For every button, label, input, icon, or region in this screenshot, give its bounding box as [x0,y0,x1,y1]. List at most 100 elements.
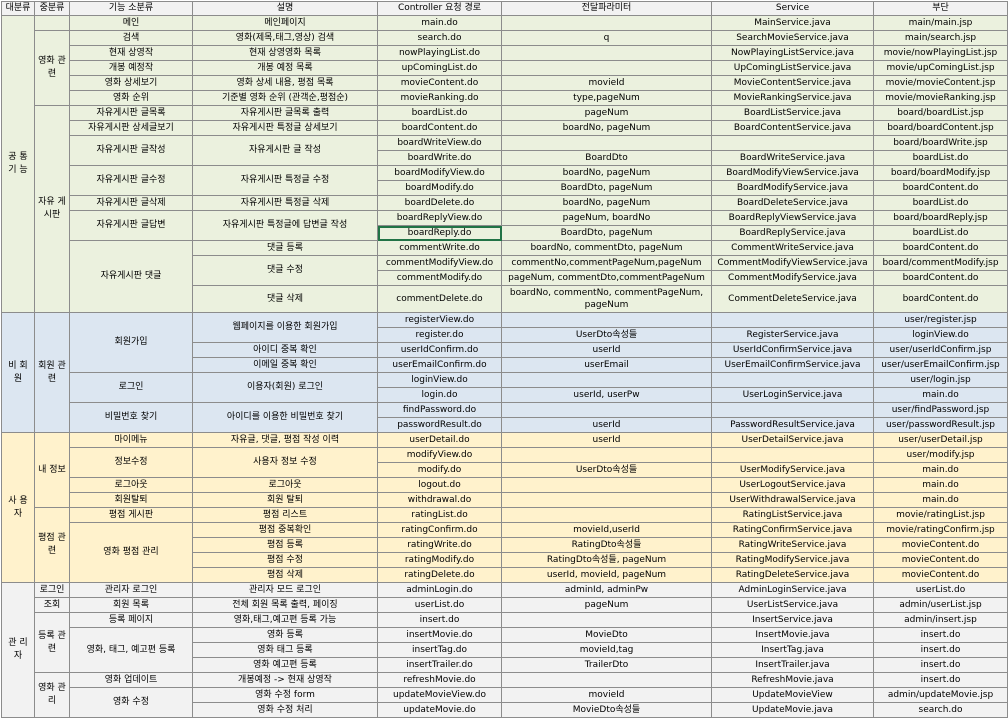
desc-cell[interactable]: 자유게시판 특정글 삭제 [192,195,378,211]
desc-cell[interactable]: 웹페이지를 이용한 회원가입 [192,312,378,343]
view-cell[interactable]: admin/updateMovie.jsp [873,687,1008,703]
path-cell[interactable]: ratingDelete.do [377,567,502,583]
path-cell[interactable]: main.do [377,15,502,31]
desc-cell[interactable]: 자유게시판 특정글에 답변글 작성 [192,210,378,241]
desc-cell[interactable]: 평점 삭제 [192,567,378,583]
view-cell[interactable]: main/search.jsp [873,30,1008,46]
view-cell[interactable]: boardList.do [873,150,1008,166]
service-cell[interactable]: BoardListService.java [711,105,874,121]
feature-cell[interactable]: 개봉 예정작 [69,60,193,76]
desc-cell[interactable]: 평점 중복확인 [192,522,378,538]
view-cell[interactable]: board/boardWrite.jsp [873,135,1008,151]
subcategory-cell[interactable]: 내 정보 [34,432,70,508]
param-cell[interactable]: movieId [501,687,712,703]
param-cell[interactable]: movieId,userId [501,522,712,538]
desc-cell[interactable]: 자유게시판 글목록 출력 [192,105,378,121]
feature-cell[interactable]: 자유게시판 글목록 [69,105,193,121]
view-cell[interactable]: main.do [873,462,1008,478]
desc-cell[interactable]: 영화 상세 내용, 평점 목록 [192,75,378,91]
service-cell[interactable]: BoardModifyService.java [711,180,874,196]
view-cell[interactable]: main.do [873,387,1008,403]
service-cell[interactable]: UserLogoutService.java [711,477,874,493]
path-cell[interactable]: boardList.do [377,105,502,121]
service-cell[interactable]: PasswordResultService.java [711,417,874,433]
view-cell[interactable]: user/userIdConfirm.jsp [873,342,1008,358]
feature-cell[interactable]: 로그인 [69,372,193,403]
view-cell[interactable]: movie/ratingList.jsp [873,507,1008,523]
view-cell[interactable]: user/modify.jsp [873,447,1008,463]
path-cell[interactable]: commentModifyView.do [377,255,502,271]
path-cell[interactable]: insert.do [377,612,502,628]
service-cell[interactable]: RatingModifyService.java [711,552,874,568]
desc-cell[interactable]: 사용자 정보 수정 [192,447,378,478]
service-cell[interactable]: InsertTag.java [711,642,874,658]
view-cell[interactable]: user/userDetail.jsp [873,432,1008,448]
subcategory-cell[interactable]: 자유 게시판 [34,105,70,313]
feature-cell[interactable]: 정보수정 [69,447,193,478]
desc-cell[interactable]: 자유게시판 특정글 수정 [192,165,378,196]
param-cell[interactable]: UserDto속성들 [501,327,712,343]
category-cell[interactable]: 공 통 기 능 [1,15,35,313]
path-cell[interactable]: userDetail.do [377,432,502,448]
feature-cell[interactable]: 자유게시판 상세글보기 [69,120,193,136]
header-cell[interactable]: 설명 [192,1,378,16]
feature-cell[interactable]: 자유게시판 글작성 [69,135,193,166]
service-cell[interactable]: UserIdConfirmService.java [711,342,874,358]
view-cell[interactable]: insert.do [873,642,1008,658]
view-cell[interactable]: boardContent.do [873,285,1008,313]
view-cell[interactable]: movieContent.do [873,537,1008,553]
desc-cell[interactable]: 로그아웃 [192,477,378,493]
path-cell[interactable]: boardWrite.do [377,150,502,166]
param-cell[interactable] [501,45,712,61]
view-cell[interactable]: boardContent.do [873,270,1008,286]
view-cell[interactable]: movie/movieContent.jsp [873,75,1008,91]
feature-cell[interactable]: 평점 게시판 [69,507,193,523]
service-cell[interactable]: UserLoginService.java [711,387,874,403]
category-cell[interactable]: 비 회 원 [1,312,35,433]
path-cell[interactable]: search.do [377,30,502,46]
feature-cell[interactable]: 자유게시판 글수정 [69,165,193,196]
service-cell[interactable]: BoardModifyViewService.java [711,165,874,181]
path-cell[interactable]: ratingWrite.do [377,537,502,553]
subcategory-cell[interactable]: 평점 관련 [34,507,70,583]
desc-cell[interactable]: 자유게시판 글 작성 [192,135,378,166]
view-cell[interactable]: movie/movieRanking.jsp [873,90,1008,106]
param-cell[interactable]: pageNum [501,105,712,121]
header-cell[interactable]: Service [711,1,874,16]
param-cell[interactable]: BoardDto, pageNum [501,225,712,241]
path-cell[interactable]: loginView.do [377,372,502,388]
path-cell[interactable]: commentWrite.do [377,240,502,256]
service-cell[interactable] [711,372,874,388]
service-cell[interactable]: UserModifyService.java [711,462,874,478]
param-cell[interactable]: userId, movieId, pageNum [501,567,712,583]
service-cell[interactable]: InsertMovie.java [711,627,874,643]
service-cell[interactable]: BoardReplyViewService.java [711,210,874,226]
desc-cell[interactable]: 자유글, 댓글, 평점 작성 이력 [192,432,378,448]
path-cell[interactable]: commentDelete.do [377,285,502,313]
desc-cell[interactable]: 아이디 중복 확인 [192,342,378,358]
path-cell[interactable]: ratingConfirm.do [377,522,502,538]
service-cell[interactable]: UserEmailConfirmService.java [711,357,874,373]
path-cell[interactable]: boardReply.do [377,225,502,241]
feature-cell[interactable]: 영화 평점 관리 [69,522,193,583]
view-cell[interactable]: insert.do [873,627,1008,643]
desc-cell[interactable]: 평점 수정 [192,552,378,568]
view-cell[interactable]: userList.do [873,582,1008,598]
param-cell[interactable] [501,312,712,328]
desc-cell[interactable]: 댓글 삭제 [192,285,378,313]
service-cell[interactable]: MovieRankingService.java [711,90,874,106]
feature-cell[interactable]: 자유게시판 글삭제 [69,195,193,211]
desc-cell[interactable]: 아이디를 이용한 비밀번호 찾기 [192,402,378,433]
param-cell[interactable]: boardNo, commentNo, commentPageNum, page… [501,285,712,313]
desc-cell[interactable]: 영화 태그 등록 [192,642,378,658]
param-cell[interactable] [501,447,712,463]
subcategory-cell[interactable]: 조회 [34,597,70,613]
param-cell[interactable]: RatingDto속성들 [501,537,712,553]
path-cell[interactable]: adminLogin.do [377,582,502,598]
param-cell[interactable]: boardNo, commentDto, pageNum [501,240,712,256]
path-cell[interactable]: boardContent.do [377,120,502,136]
path-cell[interactable]: movieContent.do [377,75,502,91]
desc-cell[interactable]: 회원 탈퇴 [192,492,378,508]
service-cell[interactable]: UpdateMovie.java [711,702,874,718]
desc-cell[interactable]: 영화 수정 form [192,687,378,703]
